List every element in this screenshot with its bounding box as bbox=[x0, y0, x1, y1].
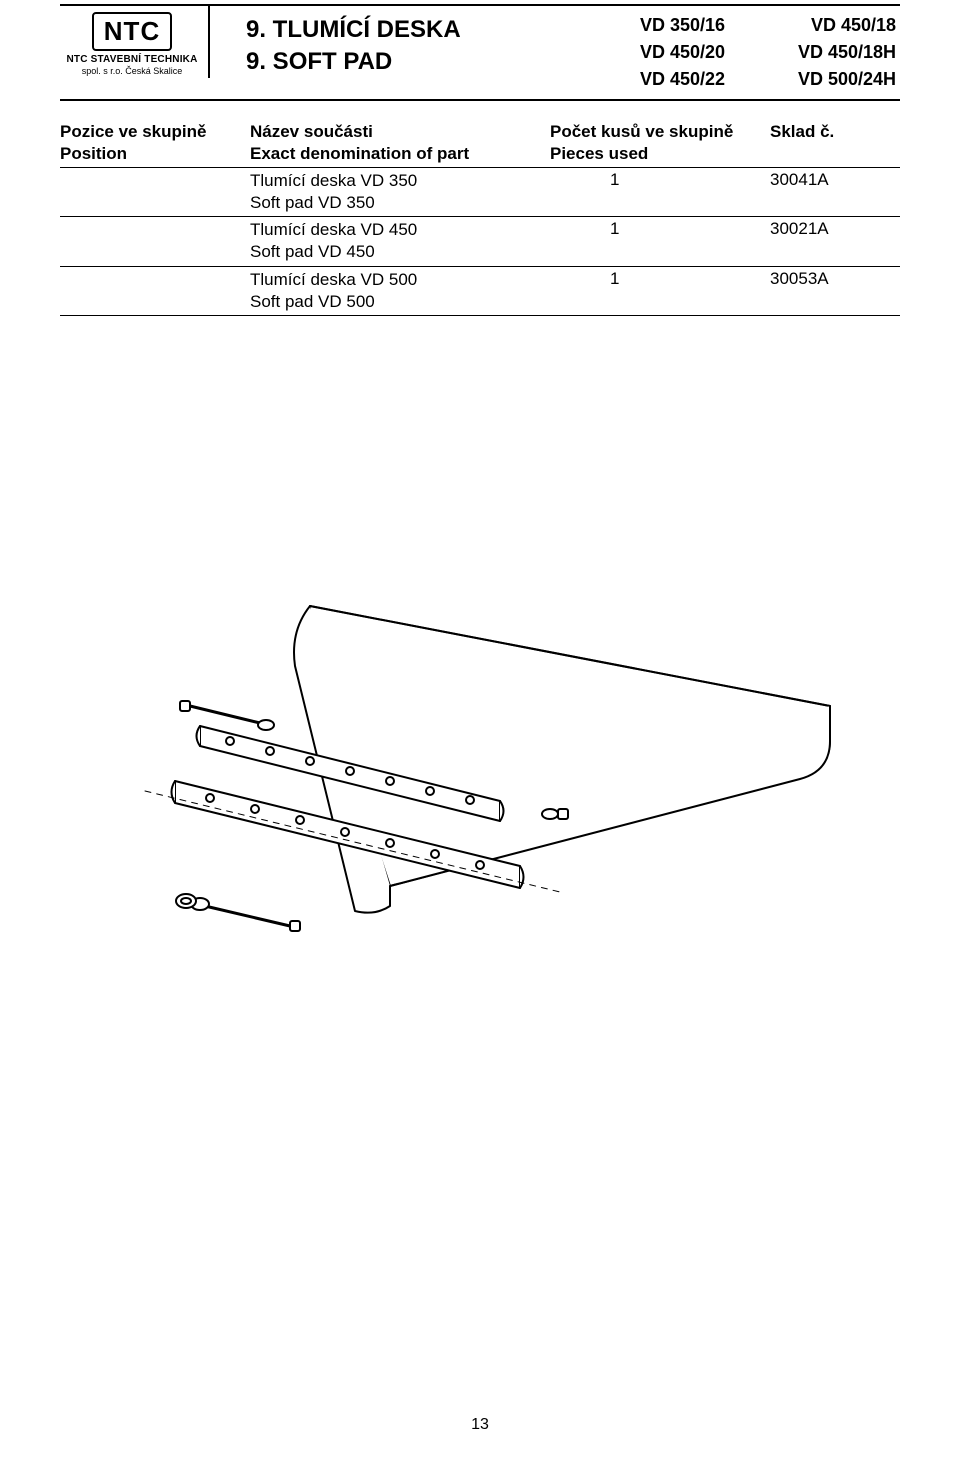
model-codes: VD 350/16 VD 450/18 VD 450/20 VD 450/18H… bbox=[640, 6, 900, 93]
logo-subline-1: NTC STAVEBNÍ TECHNIKA bbox=[64, 54, 200, 65]
code-r3c2: VD 500/24H bbox=[798, 66, 896, 93]
table-row: Tlumící deska VD 350 Soft pad VD 350 1 3… bbox=[60, 168, 900, 217]
row2-name-en: Soft pad VD 450 bbox=[250, 241, 550, 263]
parts-table: Pozice ve skupině Position Název součást… bbox=[60, 119, 900, 316]
hdr-name-cs: Název součásti bbox=[250, 121, 550, 143]
row1-name-en: Soft pad VD 350 bbox=[250, 192, 550, 214]
hdr-qty-cs: Počet kusů ve skupině bbox=[550, 121, 770, 143]
code-r2c2: VD 450/18H bbox=[798, 39, 896, 66]
title-line-2: 9. SOFT PAD bbox=[246, 46, 640, 78]
row3-name-cs: Tlumící deska VD 500 bbox=[250, 269, 550, 291]
page-number: 13 bbox=[60, 1416, 900, 1434]
row1-name-cs: Tlumící deska VD 350 bbox=[250, 170, 550, 192]
logo-block: NTC NTC STAVEBNÍ TECHNIKA spol. s r.o. Č… bbox=[60, 6, 210, 78]
row3-sku: 30053A bbox=[770, 269, 900, 313]
row3-qty: 1 bbox=[550, 269, 619, 288]
logo-brand: NTC bbox=[104, 16, 160, 47]
logo-frame: NTC bbox=[92, 12, 172, 51]
row2-qty: 1 bbox=[550, 219, 619, 238]
hdr-sku-cs: Sklad č. bbox=[770, 121, 900, 143]
pad-diagram-svg bbox=[90, 576, 870, 976]
exploded-diagram bbox=[60, 576, 900, 976]
row3-name-en: Soft pad VD 500 bbox=[250, 291, 550, 313]
title-block: 9. TLUMÍCÍ DESKA 9. SOFT PAD bbox=[210, 6, 640, 79]
table-header-row: Pozice ve skupině Position Název součást… bbox=[60, 119, 900, 168]
row2-sku: 30021A bbox=[770, 219, 900, 263]
hdr-qty-en: Pieces used bbox=[550, 143, 770, 165]
table-row: Tlumící deska VD 500 Soft pad VD 500 1 3… bbox=[60, 267, 900, 316]
code-r2c1: VD 450/20 bbox=[640, 39, 725, 66]
header: NTC NTC STAVEBNÍ TECHNIKA spol. s r.o. Č… bbox=[60, 6, 900, 101]
title-line-1: 9. TLUMÍCÍ DESKA bbox=[246, 14, 640, 46]
row2-name-cs: Tlumící deska VD 450 bbox=[250, 219, 550, 241]
hdr-position-cs: Pozice ve skupině bbox=[60, 121, 250, 143]
table-row: Tlumící deska VD 450 Soft pad VD 450 1 3… bbox=[60, 217, 900, 266]
row1-sku: 30041A bbox=[770, 170, 900, 214]
code-r1c1: VD 350/16 bbox=[640, 12, 725, 39]
hdr-position-en: Position bbox=[60, 143, 250, 165]
row1-qty: 1 bbox=[550, 170, 619, 189]
code-r1c2: VD 450/18 bbox=[811, 12, 896, 39]
logo-subline-2: spol. s r.o. Česká Skalice bbox=[64, 66, 200, 76]
hdr-name-en: Exact denomination of part bbox=[250, 143, 550, 165]
code-r3c1: VD 450/22 bbox=[640, 66, 725, 93]
